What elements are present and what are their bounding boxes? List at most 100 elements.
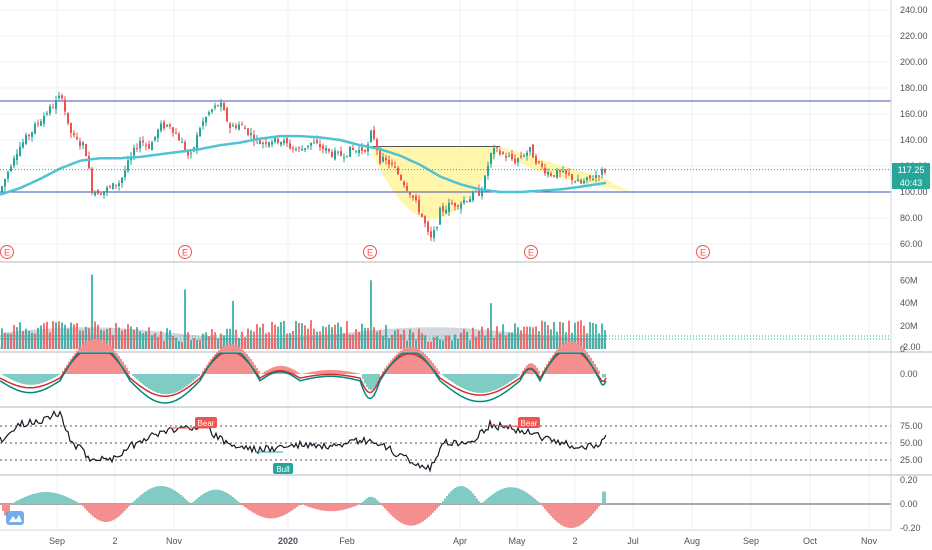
time-scale[interactable]: Sep 2 Nov 2020 Feb Apr May 2 Jul Aug Sep Oct Nov — [0, 529, 891, 546]
earnings-marker-icon — [696, 245, 710, 259]
volume-bar — [328, 324, 330, 349]
macd-histogram-bar — [90, 339, 92, 374]
oscillator-bar — [122, 504, 124, 513]
macd-histogram-bar — [20, 374, 22, 384]
candle-body — [82, 142, 84, 146]
macd-histogram-bar — [350, 371, 352, 374]
volume-bar — [40, 325, 42, 349]
price-tick-labels: 240.00220.00200.00180.00160.00140.00120.… — [900, 5, 928, 249]
volume-bar — [298, 323, 300, 349]
volume-bar — [466, 331, 468, 349]
macd-histogram-bar — [68, 361, 70, 374]
oscillator-bar — [110, 504, 112, 522]
volume-bar — [319, 331, 321, 349]
volume-bar — [400, 334, 402, 349]
volume-bar — [292, 330, 294, 349]
volume-bar — [16, 327, 18, 349]
oscillator-bar — [392, 504, 394, 517]
candle-body — [592, 178, 594, 181]
volume-bar — [481, 326, 483, 349]
oscillator-bar — [584, 504, 586, 522]
oscillator-bar — [492, 494, 494, 504]
candle-body — [391, 162, 393, 165]
volume-bar — [349, 334, 351, 349]
macd-histogram-bar — [178, 374, 180, 391]
candle-body — [61, 95, 63, 99]
volume-bar — [373, 327, 375, 349]
bear-label: Bear — [195, 417, 217, 428]
oscillator-bar — [366, 498, 368, 504]
oscillator-bar — [266, 504, 268, 519]
candle-body — [424, 216, 426, 224]
earnings-marker-icon — [363, 245, 377, 259]
macd-histogram-bar — [282, 365, 284, 374]
rsi-pane[interactable]: Bear Bear Bull — [0, 410, 891, 475]
oscillator-bar — [322, 504, 324, 511]
volume-bar — [256, 324, 258, 349]
volume-bar — [307, 328, 309, 349]
candle-body — [7, 171, 9, 179]
macd-histogram-bar — [112, 348, 114, 374]
price-scale[interactable]: 240.00220.00200.00180.00160.00140.00120.… — [890, 0, 930, 533]
candle-body — [148, 144, 150, 149]
oscillator-bar — [44, 492, 46, 504]
candle-body — [244, 127, 246, 130]
candle-body — [202, 121, 204, 126]
volume-bar — [334, 324, 336, 349]
candle-body — [139, 140, 141, 149]
macd-histogram-bar — [268, 369, 270, 374]
oscillator-bar — [154, 486, 156, 504]
oscillator-bar — [274, 504, 276, 519]
oscillator-bar — [236, 500, 238, 504]
oscillator-bar — [46, 492, 48, 504]
macd-histogram-bar — [364, 374, 366, 384]
candle-body — [205, 116, 207, 123]
macd-histogram-bar — [566, 342, 568, 374]
oscillator-bar — [8, 504, 10, 512]
oscillator-bar — [144, 491, 146, 504]
macd-histogram-bar — [332, 369, 334, 374]
oscillator-bar — [98, 504, 100, 521]
oscillator-bar — [494, 492, 496, 504]
candle-body — [289, 143, 291, 149]
volume-bar — [439, 339, 441, 349]
candle-body — [241, 124, 243, 126]
volume-bar — [55, 322, 57, 349]
volume-bar — [217, 338, 219, 349]
volume-pane[interactable] — [0, 274, 891, 349]
oscillator-bar — [332, 504, 334, 512]
candle-body — [187, 150, 189, 156]
oscillator-bar — [356, 504, 358, 506]
svg-text:40:43: 40:43 — [900, 178, 923, 188]
volume-bar — [169, 330, 171, 349]
macd-histogram-bar — [470, 374, 472, 392]
oscillator-bar — [342, 504, 344, 510]
oscillator-bar — [314, 504, 316, 509]
oscillator-bar — [34, 493, 36, 504]
macd-pane[interactable] — [0, 338, 607, 404]
macd-histogram-bar — [448, 374, 450, 380]
candle-body — [199, 128, 201, 137]
volume-bar — [520, 330, 522, 349]
candle-body — [292, 147, 294, 149]
oscillator-bar — [196, 498, 198, 504]
oscillator-pane[interactable] — [0, 486, 891, 528]
macd-histogram-bar — [104, 341, 106, 374]
oscillator-bar — [516, 488, 518, 504]
macd-histogram-bar — [152, 374, 154, 391]
candle-body — [535, 156, 537, 164]
candle-body — [40, 121, 42, 126]
candle-body — [511, 153, 513, 160]
oscillator-bar — [174, 490, 176, 504]
volume-bar — [316, 331, 318, 349]
oscillator-bar — [434, 504, 436, 511]
volume-bar — [397, 329, 399, 349]
candle-body — [373, 129, 375, 139]
candle-body — [583, 180, 585, 184]
candle-body — [172, 127, 174, 133]
macd-histogram-bar — [588, 354, 590, 374]
macd-histogram-bar — [458, 374, 460, 387]
